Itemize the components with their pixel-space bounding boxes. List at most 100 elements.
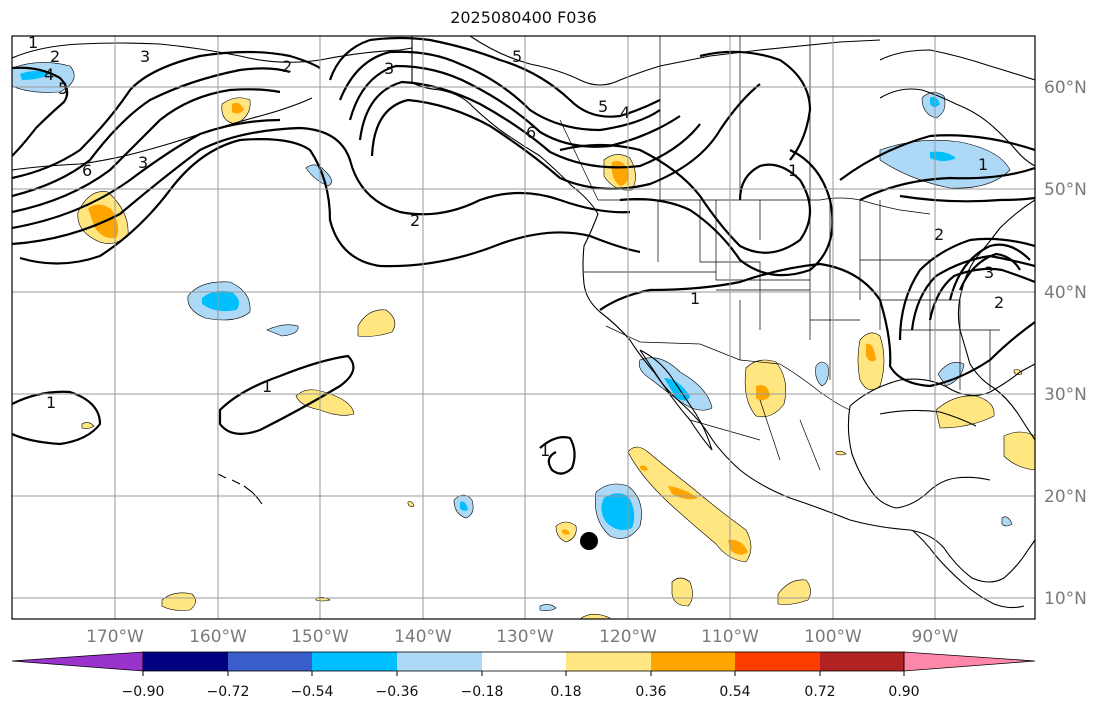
contour-label: 5 xyxy=(512,47,522,66)
shade-yellow xyxy=(627,446,752,563)
coastline-aleutians xyxy=(12,97,313,171)
lon-label-150w: 150°W xyxy=(291,627,349,647)
coastlines xyxy=(12,36,1035,609)
contour-label: 3 xyxy=(138,153,148,172)
contour-label: 2 xyxy=(282,57,292,76)
shade-yellow xyxy=(161,592,196,611)
contour-label: 1 xyxy=(978,155,988,174)
colorbar-extend-left xyxy=(11,651,144,672)
shaded-anomalies xyxy=(12,62,1035,619)
contour-label: 1 xyxy=(788,161,798,180)
latitude-labels: 60°N 50°N 40°N 30°N 20°N 10°N xyxy=(1044,78,1087,609)
shade-yellow xyxy=(295,389,355,416)
contour-label: 4 xyxy=(620,103,630,122)
colorbar-segment xyxy=(482,652,566,671)
contour-label: 1 xyxy=(46,393,56,412)
contour-line xyxy=(328,36,661,118)
colorbar-extend-right xyxy=(903,651,1036,672)
contour-line xyxy=(898,237,1035,341)
shade-light-blue xyxy=(266,324,299,337)
shade-yellow xyxy=(857,332,885,391)
coastline-alaska-south xyxy=(12,42,413,63)
contour-line xyxy=(539,436,576,475)
lon-label-140w: 140°W xyxy=(394,627,452,647)
colorbar-segment xyxy=(397,652,482,671)
lat-label-20n: 20°N xyxy=(1044,487,1087,507)
shade-light-blue xyxy=(12,62,75,93)
colorbar-tick-label: 0.54 xyxy=(719,684,750,700)
lon-label-160w: 160°W xyxy=(189,627,247,647)
contour-label: 3 xyxy=(384,59,394,78)
contour-line xyxy=(958,252,1021,291)
contour-line xyxy=(899,194,1035,203)
lon-label-130w: 130°W xyxy=(496,627,554,647)
shade-orange xyxy=(562,529,570,535)
coastline-east xyxy=(957,199,1035,441)
shade-orange xyxy=(640,465,648,471)
colorbar-tick-label: −0.54 xyxy=(291,684,334,700)
contour-label: 5 xyxy=(58,79,68,98)
contour-line xyxy=(12,50,321,180)
colorbar-segment xyxy=(143,652,228,671)
shade-yellow xyxy=(1003,431,1035,471)
colorbar-frame xyxy=(142,651,905,672)
map-plot-area: 2 1 3 4 5 6 3 2 3 5 5 4 6 2 1 1 1 2 3 2 … xyxy=(12,36,1035,619)
storm-position-marker xyxy=(580,532,598,550)
colorbar-segment xyxy=(651,652,735,671)
contour-line xyxy=(12,126,631,246)
lat-label-50n: 50°N xyxy=(1044,180,1087,200)
coastline-baja xyxy=(639,349,713,451)
graticule xyxy=(12,36,1035,619)
contour-labels: 2 1 3 4 5 6 3 2 3 5 5 4 6 2 1 1 1 2 3 2 … xyxy=(28,36,1004,460)
contour-label: 4 xyxy=(44,65,54,84)
colorbar: −0.90 −0.72 −0.54 −0.36 −0.18 0.18 0.36 … xyxy=(11,651,1036,700)
shade-orange xyxy=(756,385,770,401)
contour-line xyxy=(12,66,69,157)
colorbar-tick-label: −0.18 xyxy=(461,684,504,700)
lat-label-30n: 30°N xyxy=(1044,385,1087,405)
contour-label: 6 xyxy=(82,161,92,180)
map-title: 2025080400 F036 xyxy=(450,8,597,27)
colorbar-segment xyxy=(735,652,820,671)
shade-yellow xyxy=(671,577,693,607)
border-us-mexico xyxy=(605,325,851,411)
contour-label: 2 xyxy=(994,293,1004,312)
shade-light-blue xyxy=(937,362,965,387)
coastline-hawaii xyxy=(217,473,263,505)
longitude-labels: 170°W 160°W 150°W 140°W 130°W 120°W 110°… xyxy=(86,627,959,647)
contour-label: 2 xyxy=(410,211,420,230)
contour-line xyxy=(12,118,281,230)
lat-label-40n: 40°N xyxy=(1044,283,1087,303)
shade-blue xyxy=(601,493,635,530)
shade-yellow xyxy=(357,309,396,337)
contour-line xyxy=(19,138,641,268)
contour-line xyxy=(699,50,812,161)
colorbar-tick-label: −0.90 xyxy=(122,684,165,700)
shade-yellow xyxy=(81,422,95,429)
contour-line xyxy=(348,64,681,148)
contour-label: 1 xyxy=(540,441,550,460)
shade-yellow xyxy=(835,451,847,456)
contour-label: 2 xyxy=(934,225,944,244)
contour-line xyxy=(358,80,701,169)
lat-label-10n: 10°N xyxy=(1044,589,1087,609)
shade-yellow xyxy=(777,579,811,605)
contour-line xyxy=(12,88,281,214)
shade-orange xyxy=(866,343,876,362)
colorbar-segment xyxy=(820,652,904,671)
coastline-hudson xyxy=(879,88,1035,167)
lat-label-60n: 60°N xyxy=(1044,78,1087,98)
shade-orange xyxy=(728,539,748,555)
contour-line xyxy=(559,143,811,254)
shade-yellow xyxy=(1013,369,1023,375)
contour-line xyxy=(218,354,355,435)
shade-blue xyxy=(20,71,50,80)
contour-label: 3 xyxy=(984,263,994,282)
coastline-cuba xyxy=(879,409,977,427)
contour-line xyxy=(599,262,1035,388)
border-mexico-states xyxy=(689,399,821,471)
colorbar-tick-label: 0.18 xyxy=(550,684,581,700)
contour-label: 2 xyxy=(50,47,60,66)
contour-label: 5 xyxy=(598,97,608,116)
